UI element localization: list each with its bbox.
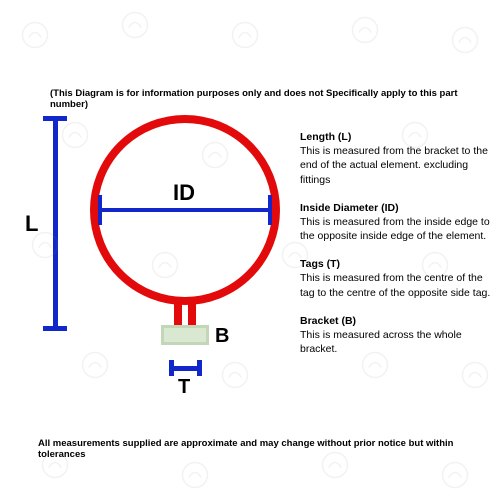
def-length-title: Length (L)	[300, 130, 492, 144]
element-diagram: ID L B T	[20, 100, 290, 430]
l-measure-cap-bottom	[43, 326, 67, 331]
l-measure-cap-top	[43, 116, 67, 121]
id-measure-line	[100, 208, 270, 212]
watermark-icon	[180, 460, 210, 490]
t-measure-cap-right	[197, 360, 202, 376]
definitions-panel: Length (L) This is measured from the bra…	[300, 130, 492, 370]
id-measure-cap-left	[98, 195, 102, 225]
watermark-icon	[230, 20, 260, 50]
watermark-icon	[350, 15, 380, 45]
t-measure-cap-left	[169, 360, 174, 376]
def-bracket: Bracket (B) This is measured across the …	[300, 314, 492, 357]
def-id-title: Inside Diameter (ID)	[300, 201, 492, 215]
def-tags-title: Tags (T)	[300, 257, 492, 271]
heating-element-stem	[174, 303, 196, 327]
def-bracket-title: Bracket (B)	[300, 314, 492, 328]
bracket-rect	[161, 325, 209, 345]
watermark-icon	[440, 460, 470, 490]
diagram-container: (This Diagram is for information purpose…	[0, 0, 500, 500]
watermark-icon	[20, 20, 50, 50]
t-measure-line	[171, 366, 199, 371]
label-l: L	[25, 211, 38, 237]
def-length-body: This is measured from the bracket to the…	[300, 144, 492, 187]
disclaimer-bottom: All measurements supplied are approximat…	[38, 438, 480, 460]
def-bracket-body: This is measured across the whole bracke…	[300, 328, 492, 356]
def-tags-body: This is measured from the centre of the …	[300, 271, 492, 299]
id-measure-cap-right	[268, 195, 272, 225]
label-b: B	[215, 325, 229, 348]
l-measure-line	[53, 118, 58, 328]
def-tags: Tags (T) This is measured from the centr…	[300, 257, 492, 300]
watermark-icon	[120, 10, 150, 40]
def-id-body: This is measured from the inside edge to…	[300, 215, 492, 243]
watermark-icon	[450, 25, 480, 55]
label-t: T	[178, 376, 190, 399]
def-length: Length (L) This is measured from the bra…	[300, 130, 492, 187]
def-id: Inside Diameter (ID) This is measured fr…	[300, 201, 492, 244]
label-id: ID	[173, 180, 195, 206]
